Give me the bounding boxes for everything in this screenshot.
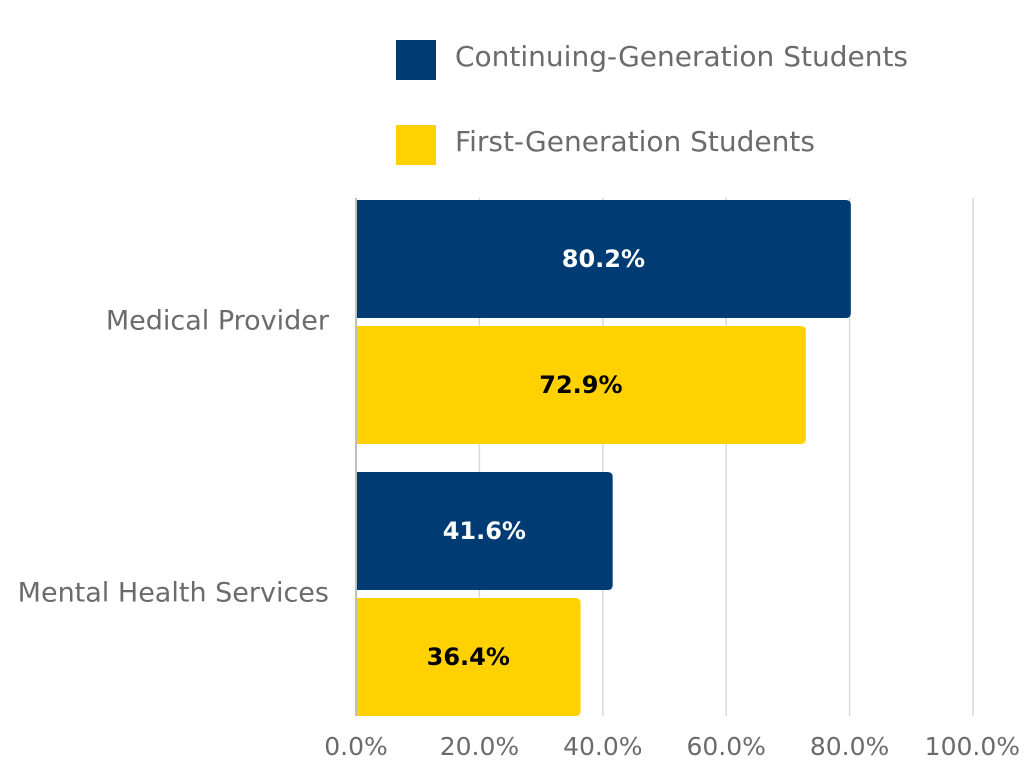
x-tick-labels: 0.0% 20.0% 40.0% 60.0% 80.0% 100.0% — [324, 732, 1020, 761]
x-tick-label: 80.0% — [810, 732, 889, 761]
chart-legend: Continuing-Generation Students First-Gene… — [396, 40, 908, 165]
chart-bars: 80.2% 72.9% 41.6% 36.4% — [356, 200, 851, 716]
x-tick-label: 40.0% — [563, 732, 642, 761]
x-tick-label: 20.0% — [440, 732, 519, 761]
category-labels: Medical Provider Mental Health Services — [18, 306, 330, 609]
category-label: Mental Health Services — [18, 578, 329, 609]
legend-swatch — [396, 40, 436, 80]
bar-value-label: 36.4% — [427, 643, 510, 671]
bar — [356, 472, 613, 590]
x-tick-label: 100.0% — [925, 732, 1020, 761]
bar — [356, 200, 851, 318]
legend-label: Continuing-Generation Students — [455, 40, 908, 73]
legend-swatch — [396, 125, 436, 165]
category-label: Medical Provider — [106, 306, 330, 337]
bar-value-label: 72.9% — [539, 371, 622, 399]
bar — [356, 598, 581, 716]
bar-value-label: 80.2% — [562, 245, 645, 273]
x-tick-label: 60.0% — [686, 732, 765, 761]
bar — [356, 326, 806, 444]
bar-value-label: 41.6% — [443, 517, 526, 545]
x-tick-label: 0.0% — [324, 732, 388, 761]
legend-label: First-Generation Students — [455, 125, 815, 158]
